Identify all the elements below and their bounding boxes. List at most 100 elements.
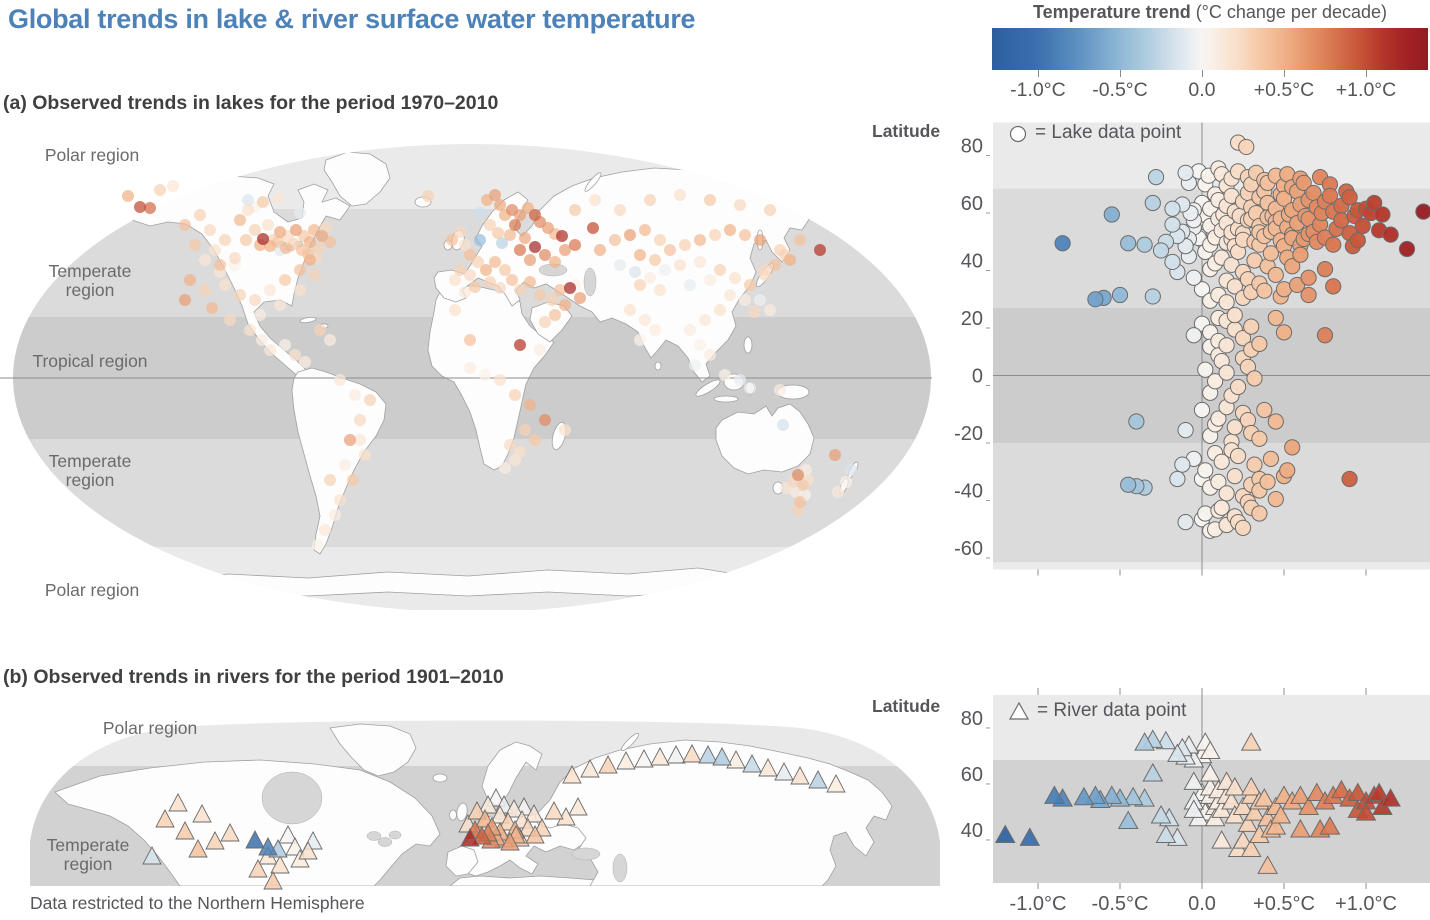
y-tick-label: 0	[972, 366, 983, 388]
lake-scatter-point	[1197, 361, 1214, 378]
lake-map-point	[459, 239, 471, 251]
lake-map-point	[674, 259, 686, 271]
river-scatter-point	[1257, 855, 1278, 874]
lake-map-point	[539, 414, 551, 426]
lake-map-point	[484, 219, 496, 231]
lake-map-point	[489, 256, 501, 268]
lake-scatter-point	[1256, 282, 1273, 299]
lake-scatter-point	[1292, 246, 1309, 263]
lakes-world-map	[0, 144, 932, 610]
lake-scatter-point	[1210, 473, 1227, 490]
river-scatter-point	[1155, 824, 1177, 844]
lake-map-point	[774, 384, 786, 396]
y-tick-label: 80	[961, 708, 983, 730]
lake-map-point	[506, 274, 518, 286]
lake-scatter-point	[1234, 519, 1252, 536]
lake-scatter-point	[1169, 470, 1186, 488]
lake-map-point	[654, 284, 666, 296]
river-scatter-point	[1150, 804, 1172, 824]
lake-map-point	[514, 244, 526, 256]
lake-map-point	[509, 219, 521, 231]
lake-map-point	[364, 394, 376, 406]
lake-scatter-point	[1267, 266, 1284, 283]
river-scatter-point	[1240, 732, 1262, 751]
river-map-point	[192, 804, 212, 823]
map-a-continents	[103, 151, 859, 597]
lake-scatter-point	[1226, 468, 1243, 485]
scatter-a-ylabel: Latitude	[872, 121, 941, 141]
lake-scatter-point	[1279, 462, 1296, 479]
river-scatter-point	[1368, 782, 1390, 802]
river-map-point	[580, 759, 600, 778]
lake-map-point	[224, 314, 236, 326]
lake-map-point	[334, 494, 346, 506]
lake-map-point	[614, 259, 626, 271]
lake-map-point	[257, 233, 269, 245]
river-map-point	[248, 859, 268, 878]
lake-map-point	[294, 264, 306, 276]
lake-map-point	[569, 239, 581, 251]
lake-map-point	[724, 224, 736, 236]
lake-map-point	[194, 209, 206, 221]
lake-map-point	[199, 284, 211, 296]
lake-map-point	[509, 389, 521, 401]
lake-scatter-point	[1229, 378, 1247, 396]
river-map-point	[263, 871, 283, 890]
lake-map-point	[679, 239, 691, 251]
lake-scatter-point	[1415, 203, 1430, 220]
lake-map-point	[614, 204, 626, 216]
colorbar-tick	[1037, 70, 1039, 77]
lake-map-point	[714, 304, 726, 316]
lake-scatter-point	[1152, 242, 1170, 259]
lake-scatter-point	[1197, 505, 1214, 522]
lake-scatter-point	[1275, 190, 1293, 207]
lake-map-point	[469, 281, 481, 293]
lake-map-point	[354, 434, 366, 446]
lake-map-point	[324, 474, 336, 486]
river-scatter-point	[1019, 827, 1041, 846]
river-map-point	[205, 831, 225, 850]
lake-map-point	[749, 306, 761, 318]
lake-map-point	[724, 289, 736, 301]
river-scatter-point	[1306, 782, 1328, 802]
lake-map-point	[316, 230, 328, 242]
river-scatter-point	[1134, 732, 1155, 751]
lake-map-point	[654, 234, 666, 246]
lake-scatter-point	[1193, 281, 1211, 298]
lake-map-point	[347, 474, 359, 486]
lake-map-point	[480, 264, 492, 276]
lake-map-point	[474, 234, 486, 246]
lake-map-point	[422, 190, 434, 202]
y-tick-label: 60	[961, 764, 983, 786]
river-map-point	[634, 749, 654, 768]
river-map-point	[598, 755, 618, 774]
river-map-point	[298, 841, 318, 860]
lake-map-point	[792, 469, 804, 481]
lake-map-point	[464, 249, 476, 261]
lake-map-point	[564, 282, 576, 294]
y-tick-label: -20	[954, 423, 983, 445]
lake-map-point	[684, 279, 696, 291]
river-map-point	[790, 766, 810, 785]
lake-scatter-point	[1267, 309, 1284, 327]
lake-map-point	[274, 299, 286, 311]
lake-map-point	[514, 284, 526, 296]
lake-map-point	[134, 201, 146, 213]
lake-map-point	[234, 214, 246, 226]
lake-map-point	[739, 294, 751, 306]
lake-map-point	[167, 180, 179, 192]
lake-map-point	[694, 339, 706, 351]
lake-map-point	[784, 254, 796, 266]
river-map-point	[245, 830, 265, 849]
river-scatter-point	[1044, 785, 1065, 804]
lake-scatter-point	[1120, 476, 1137, 493]
lake-map-point	[764, 304, 776, 316]
lake-map-point	[209, 244, 221, 256]
colorbar-tick	[1119, 70, 1121, 77]
lake-map-point	[744, 279, 756, 291]
lake-map-point	[206, 302, 218, 314]
river-map-point	[666, 745, 686, 764]
colorbar-title-bold: Temperature trend	[1032, 2, 1191, 22]
lake-scatter-point	[1193, 401, 1211, 419]
lake-map-point	[649, 324, 661, 336]
